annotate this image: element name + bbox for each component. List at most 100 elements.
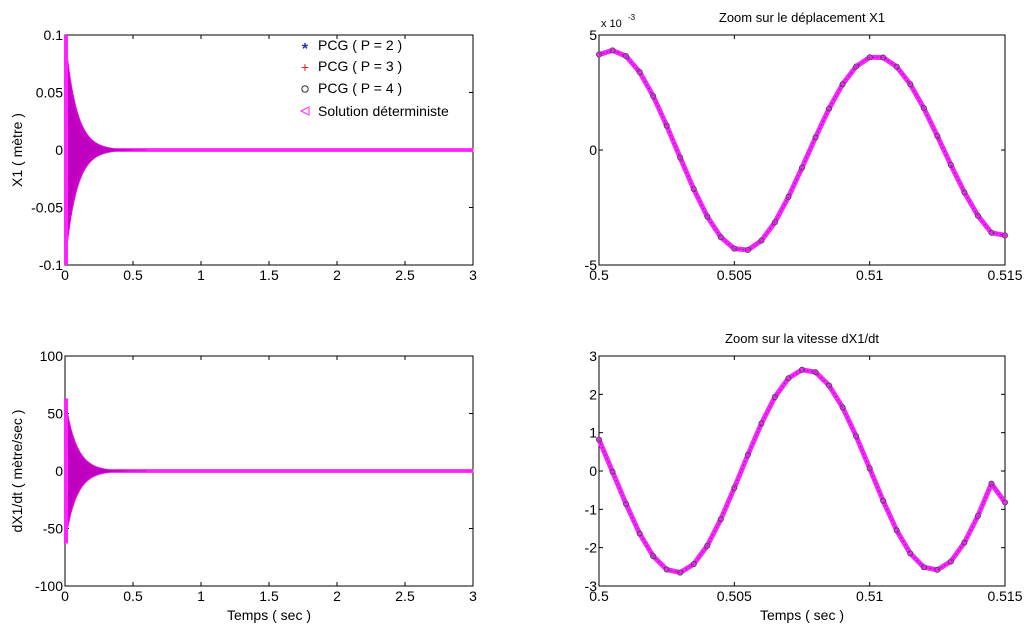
y-tick-label: 0 bbox=[55, 463, 63, 479]
data-point bbox=[826, 382, 833, 389]
legend-label: PCG ( P = 2 ) bbox=[318, 37, 402, 53]
data-point bbox=[650, 553, 657, 560]
y-tick-label: -1 bbox=[585, 501, 598, 517]
data-point bbox=[677, 154, 684, 161]
data-point bbox=[636, 530, 643, 537]
x-tick-label: 2.5 bbox=[395, 588, 415, 604]
data-point bbox=[961, 539, 968, 546]
x-tick-label: 0 bbox=[61, 267, 69, 283]
x-axis-label: Temps ( sec ) bbox=[227, 607, 311, 623]
data-point bbox=[704, 542, 711, 549]
axes-frame bbox=[598, 355, 1006, 587]
data-point bbox=[812, 369, 819, 376]
series-plot bbox=[596, 366, 1009, 576]
data-point bbox=[947, 558, 954, 565]
x-tick-label: 3 bbox=[469, 267, 477, 283]
data-point bbox=[704, 213, 711, 220]
x-tick-label: 0.5 bbox=[589, 267, 609, 283]
tick-marks bbox=[64, 355, 474, 587]
data-point bbox=[988, 480, 995, 487]
x-tick-label: 0.515 bbox=[987, 267, 1022, 283]
y-axis-label: dX1/dt ( mètre/sec ) bbox=[9, 410, 25, 533]
x-tick-labels: 0.5 0.505 0.51 0.515 bbox=[589, 588, 1022, 604]
data-point bbox=[893, 527, 900, 534]
x-tick-labels: 0 0.5 1 1.5 2 2.5 3 bbox=[61, 267, 477, 283]
y-tick-label: -0.05 bbox=[31, 200, 63, 216]
data-point bbox=[880, 54, 887, 61]
data-point bbox=[677, 569, 684, 576]
y-tick-labels: -0.1 -0.05 0 0.05 0.1 bbox=[31, 27, 63, 273]
y-tick-label: 0 bbox=[589, 463, 597, 479]
deterministic-line bbox=[596, 47, 1008, 253]
y-tick-label: -5 bbox=[585, 257, 598, 273]
x-tick-labels: 0 0.5 1 1.5 2 2.5 3 bbox=[61, 588, 477, 604]
x-tick-label: 0.505 bbox=[717, 267, 752, 283]
data-point bbox=[961, 189, 968, 196]
series-plot bbox=[64, 34, 474, 266]
deterministic-line bbox=[596, 367, 1008, 576]
data-point bbox=[690, 561, 697, 568]
x-tick-label: 0.505 bbox=[717, 588, 752, 604]
oscillation-line bbox=[64, 398, 147, 542]
deterministic-envelope bbox=[64, 34, 474, 266]
y-tick-label: 50 bbox=[47, 406, 63, 422]
data-point bbox=[785, 375, 792, 382]
x-tick-label: 0 bbox=[61, 588, 69, 604]
data-point bbox=[907, 550, 914, 557]
data-point bbox=[650, 92, 657, 99]
x-tick-label: 1 bbox=[197, 267, 205, 283]
legend-label: Solution déterministe bbox=[318, 103, 449, 119]
x-tick-label: 0.51 bbox=[856, 588, 883, 604]
legend-label: PCG ( P = 3 ) bbox=[318, 58, 402, 74]
y-tick-label: -50 bbox=[43, 521, 63, 537]
chart-title: Zoom sur la vitesse dX1/dt bbox=[725, 331, 879, 346]
panel-velocity: -100 -50 0 50 100 0 0.5 1 1.5 2 2.5 3 dX1/dt ( mèt… bbox=[9, 348, 477, 623]
series-plot bbox=[596, 47, 1009, 254]
y-tick-labels: -5 0 5 bbox=[585, 27, 598, 273]
data-point bbox=[934, 566, 941, 573]
y-tick-label: 0.05 bbox=[36, 85, 63, 101]
data-point bbox=[893, 63, 900, 70]
oscillation-line bbox=[64, 34, 147, 262]
data-point bbox=[866, 54, 873, 61]
data-point bbox=[1002, 232, 1009, 239]
data-point bbox=[758, 237, 765, 244]
tick-marks bbox=[598, 355, 1006, 587]
data-point bbox=[974, 512, 981, 519]
data-point bbox=[731, 245, 738, 252]
data-point bbox=[744, 451, 751, 458]
series-plot bbox=[64, 398, 474, 544]
data-point bbox=[812, 134, 819, 141]
exponent-base: x 10 bbox=[601, 18, 622, 30]
y-tick-labels: -3 -2 -1 0 1 2 3 bbox=[585, 348, 598, 594]
data-point bbox=[880, 497, 887, 504]
legend-marker-star-icon: * bbox=[302, 41, 309, 58]
deterministic-envelope bbox=[64, 398, 474, 544]
y-tick-label: 100 bbox=[40, 348, 64, 364]
y-tick-labels: -100 -50 0 50 100 bbox=[35, 348, 63, 594]
data-point bbox=[947, 161, 954, 168]
y-exponent-label: x 10 -3 bbox=[601, 13, 636, 30]
y-tick-label: -100 bbox=[35, 578, 63, 594]
chart-title: Zoom sur le déplacement X1 bbox=[719, 10, 885, 25]
data-point bbox=[623, 53, 630, 60]
data-point bbox=[663, 122, 670, 129]
data-point bbox=[690, 186, 697, 193]
y-tick-label: 0 bbox=[589, 142, 597, 158]
x-tick-label: 2 bbox=[333, 588, 341, 604]
y-tick-label: 3 bbox=[589, 348, 597, 364]
legend-marker-circle-icon bbox=[301, 85, 309, 93]
data-point bbox=[934, 132, 941, 139]
legend-marker-triangle-icon bbox=[299, 106, 310, 116]
y-tick-label: -3 bbox=[585, 578, 598, 594]
data-point bbox=[988, 229, 995, 236]
x-tick-labels: 0.5 0.505 0.51 0.515 bbox=[589, 267, 1022, 283]
data-point bbox=[758, 420, 765, 427]
exponent-power: -3 bbox=[628, 13, 636, 22]
data-point bbox=[974, 212, 981, 219]
x-tick-label: 1.5 bbox=[259, 588, 279, 604]
x-tick-label: 3 bbox=[469, 588, 477, 604]
x-tick-label: 1.5 bbox=[259, 267, 279, 283]
x-tick-label: 0.5 bbox=[123, 588, 143, 604]
